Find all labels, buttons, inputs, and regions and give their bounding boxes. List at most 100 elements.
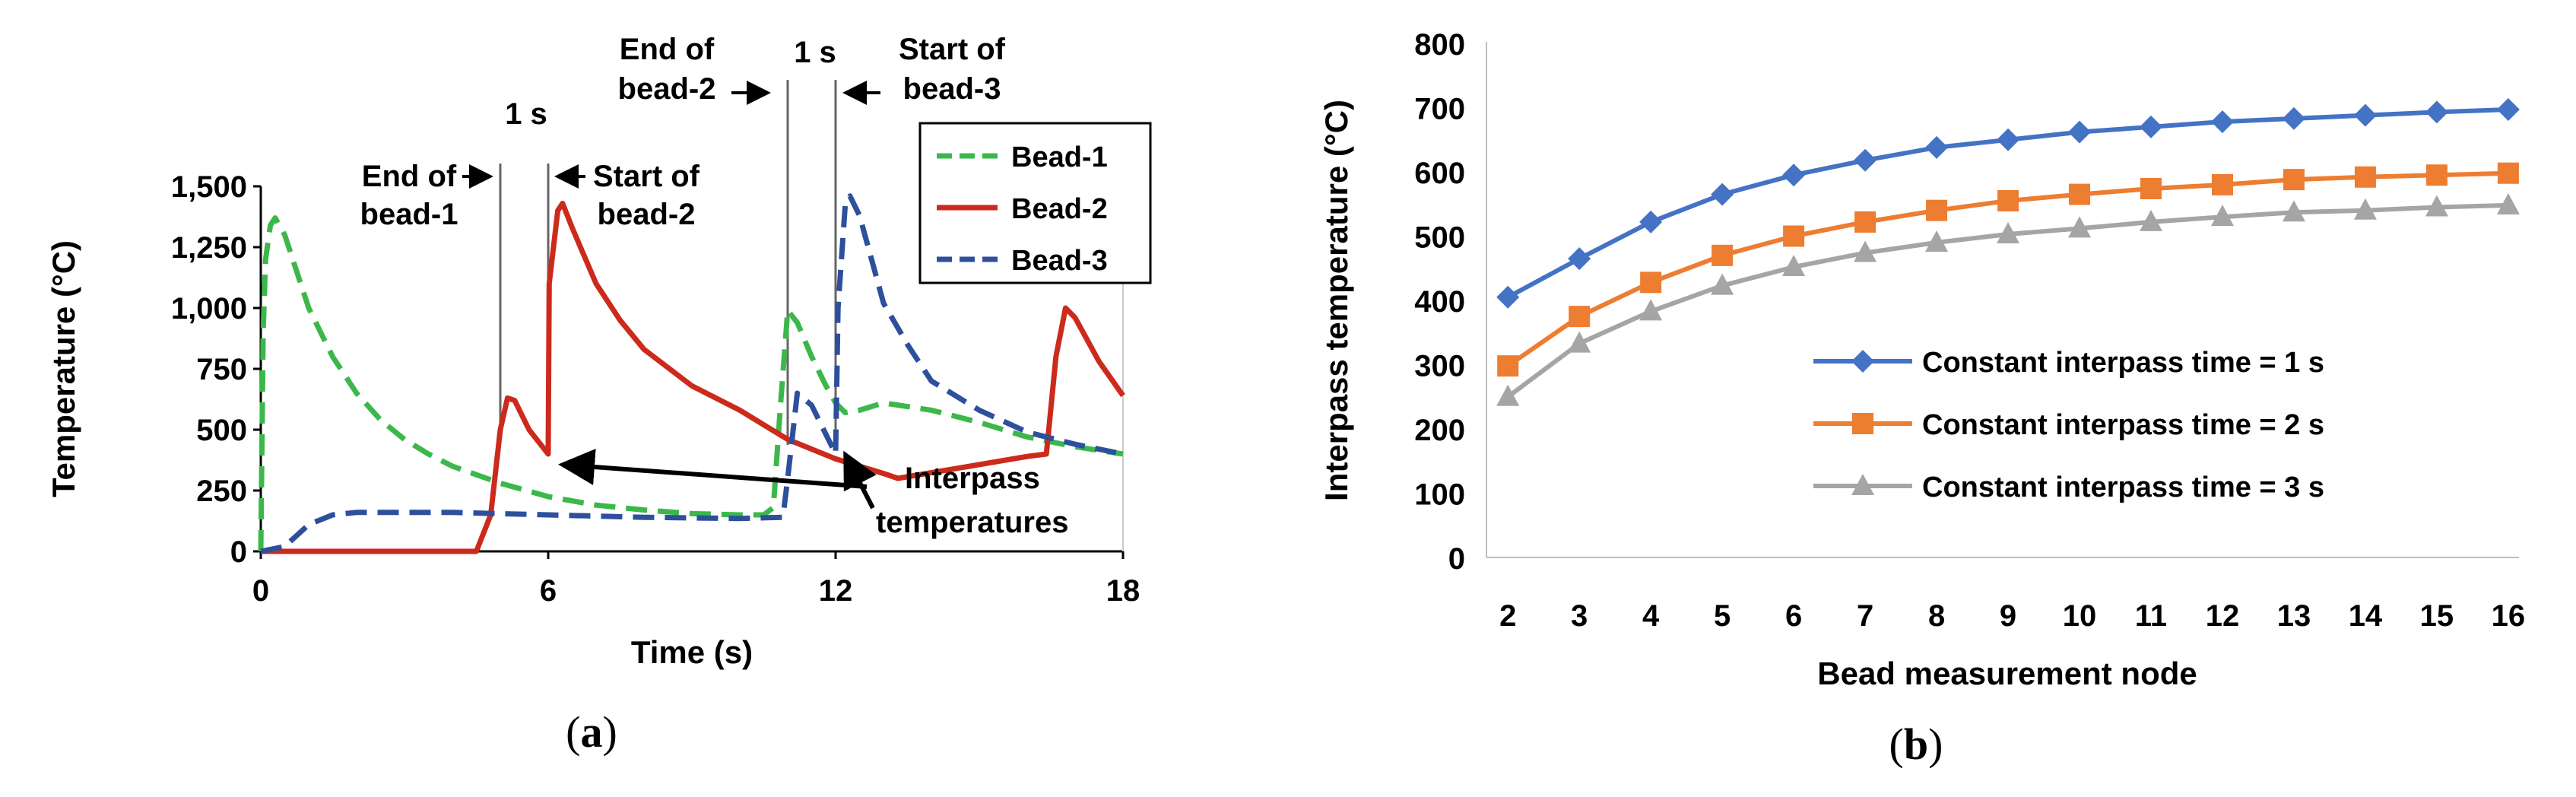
- b-y-axis-label: Interpass temperature (°C): [1318, 100, 1354, 501]
- b-legend-label: Constant interpass time = 3 s: [1922, 472, 2324, 503]
- a-panel-label: (a): [566, 707, 617, 757]
- b-y-tick-label: 400: [1414, 285, 1465, 319]
- b-series-point-2: [2211, 173, 2233, 195]
- b-series-point-2: [1497, 355, 1519, 377]
- b-legend-label: Constant interpass time = 2 s: [1922, 409, 2324, 441]
- a-series-line-bead-3: [260, 193, 1124, 554]
- b-series-point-3: [2496, 192, 2520, 214]
- b-series-point-1: [1854, 148, 1877, 172]
- b-series-point-3: [1854, 240, 1877, 262]
- b-series-point-1: [2140, 115, 2163, 138]
- a-legend-label: Bead-1: [1011, 141, 1108, 173]
- a-x-tick-label: 6: [540, 574, 557, 608]
- b-x-tick-label: 2: [1499, 599, 1516, 633]
- b-series-point-3: [2425, 195, 2448, 217]
- b-series-point-1: [1496, 285, 1520, 309]
- a-legend-label: Bead-2: [1011, 193, 1108, 225]
- b-series-point-3: [2210, 205, 2234, 227]
- b-series-point-1: [2496, 98, 2520, 122]
- a-y-tick-label: 1,000: [171, 292, 247, 325]
- b-legend-label: Constant interpass time = 1 s: [1922, 347, 2324, 379]
- b-series-point-2: [2069, 183, 2091, 205]
- a-legend-box: [918, 122, 1152, 284]
- b-y-tick-label: 700: [1414, 93, 1465, 126]
- b-series-point-1: [1997, 128, 2020, 151]
- a-annotation-interpass-line1: Interpass: [905, 462, 1040, 495]
- a-y-tick-label: 1,250: [171, 231, 247, 265]
- b-series-point-3: [2353, 198, 2377, 220]
- b-series-point-2: [1712, 244, 1734, 266]
- b-series-point-2: [2140, 177, 2162, 199]
- b-series-point-1: [1639, 210, 1663, 233]
- a-annotation-interpass-line2: temperatures: [876, 506, 1068, 539]
- b-series-point-3: [1639, 299, 1663, 321]
- b-panel-label: (b): [1889, 719, 1943, 769]
- a-y-tick-label: 750: [196, 353, 247, 386]
- a-arrow-interpass-2: [843, 450, 877, 510]
- a-legend-label: Bead-3: [1011, 245, 1108, 277]
- b-series-point-1: [1568, 247, 1591, 271]
- b-x-tick-label: 10: [2063, 599, 2097, 633]
- b-series-point-3: [1568, 331, 1591, 353]
- b-series-point-1: [2425, 100, 2448, 124]
- b-series-point-3: [2068, 216, 2092, 238]
- b-y-tick-label: 600: [1414, 157, 1465, 190]
- a-y-tick-label: 1,500: [171, 170, 247, 204]
- b-legend-marker: [1851, 350, 1874, 373]
- b-series-point-2: [1640, 271, 1662, 294]
- a-annotation-end-bead2-line1: End of: [620, 33, 715, 66]
- b-x-tick-label: 11: [2135, 599, 2167, 633]
- b-x-tick-label: 16: [2492, 599, 2526, 633]
- a-annotation-start-bead3-line2: bead-3: [903, 72, 1001, 106]
- a-arrow-interpass-1: [558, 449, 868, 489]
- b-series-point-3: [2140, 209, 2163, 231]
- a-annotation-end-bead2-line2: bead-2: [618, 72, 716, 106]
- a-y-tick-label: 250: [196, 475, 247, 508]
- a-x-tick-label: 12: [819, 574, 853, 608]
- b-series-point-1: [1925, 135, 1949, 159]
- a-annotation-start-bead2-line2: bead-2: [598, 198, 696, 231]
- a-y-tick-label: 500: [196, 414, 247, 447]
- b-x-tick-label: 12: [2206, 599, 2240, 633]
- b-series-point-2: [1569, 306, 1591, 328]
- b-x-tick-label: 15: [2420, 599, 2454, 633]
- a-annotation-1s-left: 1 s: [505, 97, 547, 131]
- a-annotation-start-bead3-line1: Start of: [899, 33, 1006, 66]
- b-series-point-1: [2210, 110, 2234, 134]
- a-x-tick-label: 0: [252, 574, 269, 608]
- b-series-point-1: [2068, 120, 2092, 144]
- b-series-point-3: [1997, 221, 2020, 243]
- b-x-tick-label: 9: [2000, 599, 2016, 633]
- a-annotation-1s-right: 1 s: [794, 36, 836, 69]
- b-legend-marker: [1851, 474, 1874, 495]
- b-y-tick-label: 100: [1414, 478, 1465, 512]
- b-series-point-2: [2425, 164, 2448, 186]
- b-panel-letter: b: [1904, 719, 1928, 769]
- a-annotation-start-bead2-line1: Start of: [593, 160, 700, 193]
- a-legend: Bead-1 Bead-2 Bead-3: [918, 122, 1152, 284]
- b-series-point-1: [1711, 183, 1734, 206]
- a-x-tick-label: 18: [1106, 574, 1140, 608]
- b-y-tick-label: 500: [1414, 221, 1465, 255]
- b-series-point-2: [2354, 166, 2376, 188]
- b-series-point-1: [2353, 103, 2377, 127]
- b-series-point-2: [2497, 162, 2519, 184]
- a-y-tick-label: 0: [230, 535, 247, 569]
- b-series-point-2: [2283, 169, 2305, 191]
- b-x-tick-label: 13: [2277, 599, 2311, 633]
- a-y-axis-label: Temperature (°C): [46, 240, 81, 497]
- b-series-point-3: [1711, 273, 1734, 295]
- b-series-point-2: [1997, 190, 2019, 212]
- b-x-tick-label: 6: [1785, 599, 1802, 633]
- a-x-axis-label: Time (s): [631, 634, 753, 670]
- b-series-point-3: [1925, 230, 1949, 252]
- a-panel-letter: a: [581, 707, 603, 757]
- b-x-tick-label: 3: [1571, 599, 1588, 633]
- b-series-point-2: [1926, 199, 1948, 221]
- b-series-point-3: [1782, 255, 1806, 277]
- b-series-point-3: [1496, 384, 1520, 406]
- b-y-tick-label: 0: [1448, 542, 1465, 576]
- b-legend: Constant interpass time = 1 s Constant in…: [1813, 347, 2324, 503]
- b-legend-marker: [1852, 413, 1873, 434]
